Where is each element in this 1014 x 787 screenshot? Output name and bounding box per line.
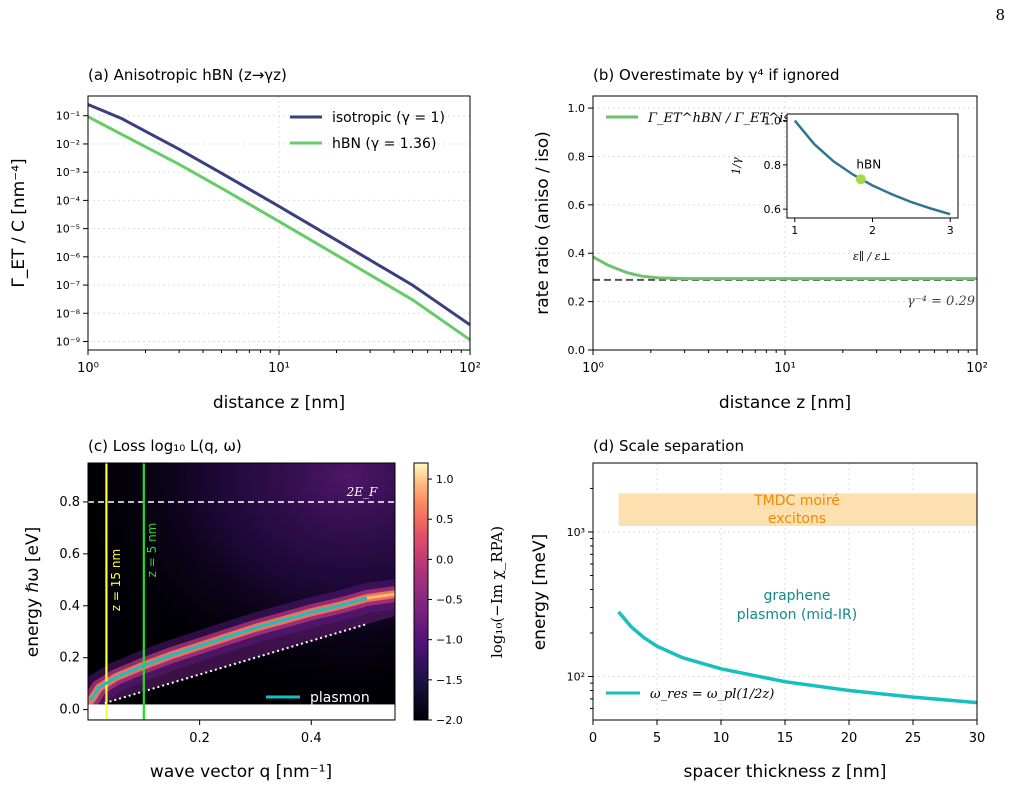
panel-a-legend: isotropic (γ = 1) hBN (γ = 1.36) xyxy=(290,110,445,152)
inset-ylabel: 1/γ xyxy=(730,157,743,175)
vline-label-15nm: z = 15 nm xyxy=(109,549,123,611)
legend-label-ratio: Γ_ET^hBN / Γ_ET^iso xyxy=(647,111,798,126)
panel-d: (d) Scale separation TMDC moiré excitons… xyxy=(530,437,985,782)
plasmon-curve xyxy=(89,596,368,702)
panel-b-title: (b) Overestimate by γ⁴ if ignored xyxy=(593,66,840,84)
panel-b: (b) Overestimate by γ⁴ if ignored 10⁰ 10¹… xyxy=(533,66,988,413)
legend-label-hbn: hBN (γ = 1.36) xyxy=(332,136,436,152)
panel-b-legend: Γ_ET^hBN / Γ_ET^iso xyxy=(606,111,798,126)
y-tick-label: 10⁻³ xyxy=(56,166,80,179)
y-tick-label: 0.0 xyxy=(568,344,586,357)
y-tick-label: 0.2 xyxy=(59,651,80,666)
inset-y-tick: 0.6 xyxy=(764,203,782,216)
y-tick-label: 0.0 xyxy=(59,703,80,718)
x-tick-label: 5 xyxy=(653,731,661,746)
graphene-label-line2: plasmon (mid-IR) xyxy=(737,607,857,623)
legend-label-resonance: ω_res = ω_pl(1/2z) xyxy=(650,687,774,702)
x-tick-label: 30 xyxy=(969,731,986,746)
inset-hbn-point xyxy=(855,174,866,185)
inset-x-tick: 2 xyxy=(869,224,876,237)
colorbar-tick: 0.5 xyxy=(436,513,454,526)
y-tick-label: 10⁻⁶ xyxy=(56,251,81,264)
colorbar-tick: 0.0 xyxy=(436,553,454,566)
panel-b-ylabel: rate ratio (aniso / iso) xyxy=(533,131,553,315)
y-tick-label: 10² xyxy=(567,670,585,683)
panel-c-ylabel: energy ℏω [eV] xyxy=(23,527,43,657)
asymptote-label: γ⁻⁴ = 0.29 xyxy=(907,294,975,309)
panel-a: (a) Anisotropic hBN (z→γz) 10⁰ 10¹ 10² 10⁻⁹… xyxy=(9,66,481,413)
resonance-curve xyxy=(617,610,978,705)
colorbar-label: log₁₀(−Im χ_RPA) xyxy=(488,526,506,658)
inset-x-tick: 1 xyxy=(791,224,798,237)
panel-c: (c) Loss log₁₀ L(q, ω) xyxy=(23,437,506,782)
panel-c-axes xyxy=(87,462,396,721)
y-tick-label: 0.2 xyxy=(568,296,586,309)
panel-d-xlabel: spacer thickness z [nm] xyxy=(684,762,887,782)
pair-continuum-edge xyxy=(104,622,368,705)
x-tick-label: 10¹ xyxy=(774,361,796,376)
y-tick-label: 10³ xyxy=(567,526,585,539)
panel-c-xlabel: wave vector q [nm⁻¹] xyxy=(150,762,332,782)
vline-label-5nm: z = 5 nm xyxy=(145,523,159,578)
page-number: 8 xyxy=(995,6,1005,24)
x-tick-label: 25 xyxy=(905,731,922,746)
colorbar xyxy=(413,462,429,721)
series-line-ratio xyxy=(592,255,977,281)
x-tick-label: 0.2 xyxy=(189,731,210,746)
graphene-label-line1: graphene xyxy=(763,588,830,604)
x-tick-label: 0 xyxy=(589,731,597,746)
y-tick-label: 10⁻⁵ xyxy=(56,223,80,236)
x-tick-label: 0.4 xyxy=(301,731,322,746)
x-tick-label: 20 xyxy=(841,731,858,746)
inset-x-tick: 3 xyxy=(947,224,954,237)
y-tick-label: 0.6 xyxy=(568,199,586,212)
fermi-label: 2E_F xyxy=(346,485,378,499)
colorbar-tick: −1.5 xyxy=(436,674,463,687)
panel-a-ylabel: Γ_ET / C [nm⁻⁴] xyxy=(9,158,29,287)
y-tick-label: 0.4 xyxy=(568,247,586,260)
y-tick-label: 10⁻⁹ xyxy=(56,336,80,349)
x-tick-label: 10⁰ xyxy=(582,361,604,376)
tmdc-label-line1: TMDC moiré xyxy=(753,493,840,509)
series-line-hbn xyxy=(87,115,471,342)
inset-y-tick: 1.0 xyxy=(764,115,782,128)
legend-label-isotropic: isotropic (γ = 1) xyxy=(332,110,445,126)
inset-xlabel: ε∥ / ε⊥ xyxy=(853,250,891,263)
inset: 1 2 3 0.6 0.8 1.0 hBN ε∥ / ε⊥ 1/γ xyxy=(730,113,959,263)
panel-c-title: (c) Loss log₁₀ L(q, ω) xyxy=(88,437,242,455)
panel-d-ylabel: energy [meV] xyxy=(530,534,550,651)
series-line-isotropic xyxy=(87,103,471,327)
colorbar-tick: −0.5 xyxy=(436,594,463,607)
inset-curve xyxy=(793,119,951,216)
panel-a-xlabel: distance z [nm] xyxy=(213,393,345,413)
x-tick-label: 10² xyxy=(459,361,481,376)
colorbar-tick: −1.0 xyxy=(436,634,463,647)
inset-y-tick: 0.8 xyxy=(764,159,782,172)
x-tick-label: 10¹ xyxy=(268,361,290,376)
y-tick-label: 10⁻⁸ xyxy=(56,307,81,320)
y-tick-label: 0.8 xyxy=(568,150,586,163)
y-tick-label: 10⁻⁷ xyxy=(56,279,80,292)
panel-a-title: (a) Anisotropic hBN (z→γz) xyxy=(88,66,287,84)
y-tick-label: 10⁻² xyxy=(56,138,80,151)
y-tick-label: 1.0 xyxy=(568,102,586,115)
tmdc-band xyxy=(618,493,977,526)
colorbar-tick: 1.0 xyxy=(436,473,454,486)
y-tick-label: 0.8 xyxy=(59,495,80,510)
x-tick-label: 15 xyxy=(777,731,794,746)
legend-label-plasmon: plasmon xyxy=(310,690,370,706)
y-tick-label: 0.6 xyxy=(59,547,80,562)
x-tick-label: 10² xyxy=(966,361,988,376)
tmdc-label-line2: excitons xyxy=(768,511,826,527)
x-tick-label: 10 xyxy=(713,731,730,746)
colorbar-tick: −2.0 xyxy=(436,714,463,727)
y-tick-label: 10⁻¹ xyxy=(56,110,80,123)
x-tick-label: 10⁰ xyxy=(77,361,99,376)
y-tick-label: 0.4 xyxy=(59,599,80,614)
panel-b-xlabel: distance z [nm] xyxy=(719,393,851,413)
panel-d-title: (d) Scale separation xyxy=(593,437,744,455)
inset-hbn-label: hBN xyxy=(856,157,881,171)
y-tick-label: 10⁻⁴ xyxy=(56,194,81,207)
